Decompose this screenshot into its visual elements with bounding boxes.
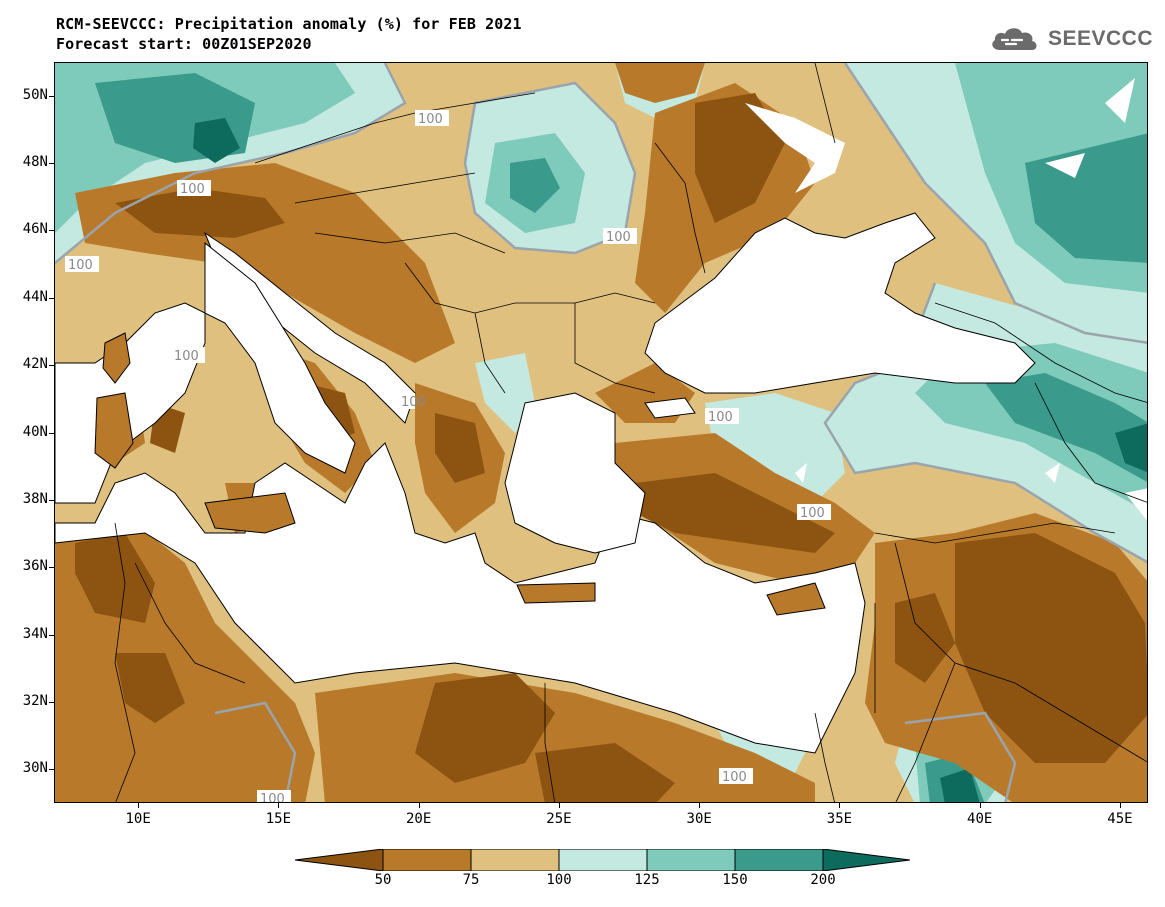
latitude-label: 36N [22,558,48,575]
contour-label: 100 [68,258,93,273]
latitude-tick [49,365,54,367]
latitude-tick [49,297,54,299]
colorbar-level-label: 125 [634,872,660,888]
latitude-label: 48N [22,154,48,171]
colorbar-swatch [646,848,736,872]
contour-label: 100 [418,112,443,127]
masked-patches [745,78,1147,521]
colorbar-over-triangle [822,848,911,872]
forecast-start: Forecast start: 00Z01SEP2020 [56,35,312,53]
longitude-label: 45E [1107,811,1133,827]
contour-label: 100 [606,230,631,245]
colorbar-swatch [470,848,560,872]
cloud-icon [992,28,1037,50]
longitude-label: 30E [686,811,712,827]
longitude-tick [839,803,841,808]
latitude-label: 38N [22,490,48,507]
contour-label: 100 [260,792,285,803]
country-borders [114,63,1147,802]
contour-label: 100 [180,182,205,197]
colorbar-swatch [558,848,648,872]
longitude-label: 35E [826,811,853,827]
latitude-tick [49,432,54,434]
map-panel: 100 100 100 100 100 100 100 100 100 100 [54,62,1148,803]
latitude-tick [49,163,54,165]
longitude-label: 25E [546,811,572,827]
longitude-label: 15E [265,811,292,827]
precipitation-map: 100 100 100 100 100 100 100 100 100 100 [55,63,1147,803]
latitude-tick [49,499,54,501]
longitude-tick [278,803,280,808]
longitude-tick [979,803,981,808]
longitude-tick [558,803,560,808]
latitude-label: 34N [22,625,48,642]
latitude-tick [49,701,54,703]
colorbar-swatch [734,848,824,872]
latitude-label: 40N [22,423,48,440]
colorbar-under-triangle [294,848,384,872]
contour-label: 100 [722,770,747,785]
contour-label: 100 [708,410,733,425]
colorbar [294,848,911,872]
logo-text: SEEVCCC [1047,27,1153,50]
latitude-tick [49,769,54,771]
latitude-tick [49,567,54,569]
latitude-tick [49,634,54,636]
colorbar-graphic [294,848,911,872]
contour-labels: 100 100 100 100 100 100 100 100 100 100 [65,110,831,803]
latitude-tick [49,95,54,97]
latitude-label: 30N [22,760,48,777]
latitude-label: 44N [22,288,48,305]
colorbar-swatch [382,848,472,872]
longitude-tick [699,803,701,808]
latitude-tick [49,230,54,232]
contour-label: 100 [174,349,199,364]
colorbar-level-label: 50 [374,872,392,888]
longitude-label: 20E [406,811,432,827]
latitude-label: 46N [22,221,48,238]
longitude-label: 40E [967,811,993,827]
map-title: RCM-SEEVCCC: Precipitation anomaly (%) f… [56,15,522,33]
longitude-tick [138,803,140,808]
title-block: RCM-SEEVCCC: Precipitation anomaly (%) f… [56,14,522,54]
latitude-label: 50N [22,86,48,103]
longitude-label: 10E [125,811,151,827]
colorbar-level-label: 75 [462,872,480,888]
islands [94,332,826,616]
seevccc-logo: SEEVCCC [988,22,1153,56]
longitude-tick [1119,803,1121,808]
anomaly-over-200 [193,118,1147,802]
contour-label: 100 [800,506,825,521]
anomaly-under-50 [75,93,1147,802]
colorbar-level-label: 100 [546,872,572,888]
colorbar-level-label: 200 [810,872,836,888]
contour-label: 100 [401,395,426,410]
latitude-label: 32N [22,692,48,709]
colorbar-level-label: 150 [722,872,748,888]
latitude-label: 42N [22,356,48,373]
longitude-tick [418,803,420,808]
